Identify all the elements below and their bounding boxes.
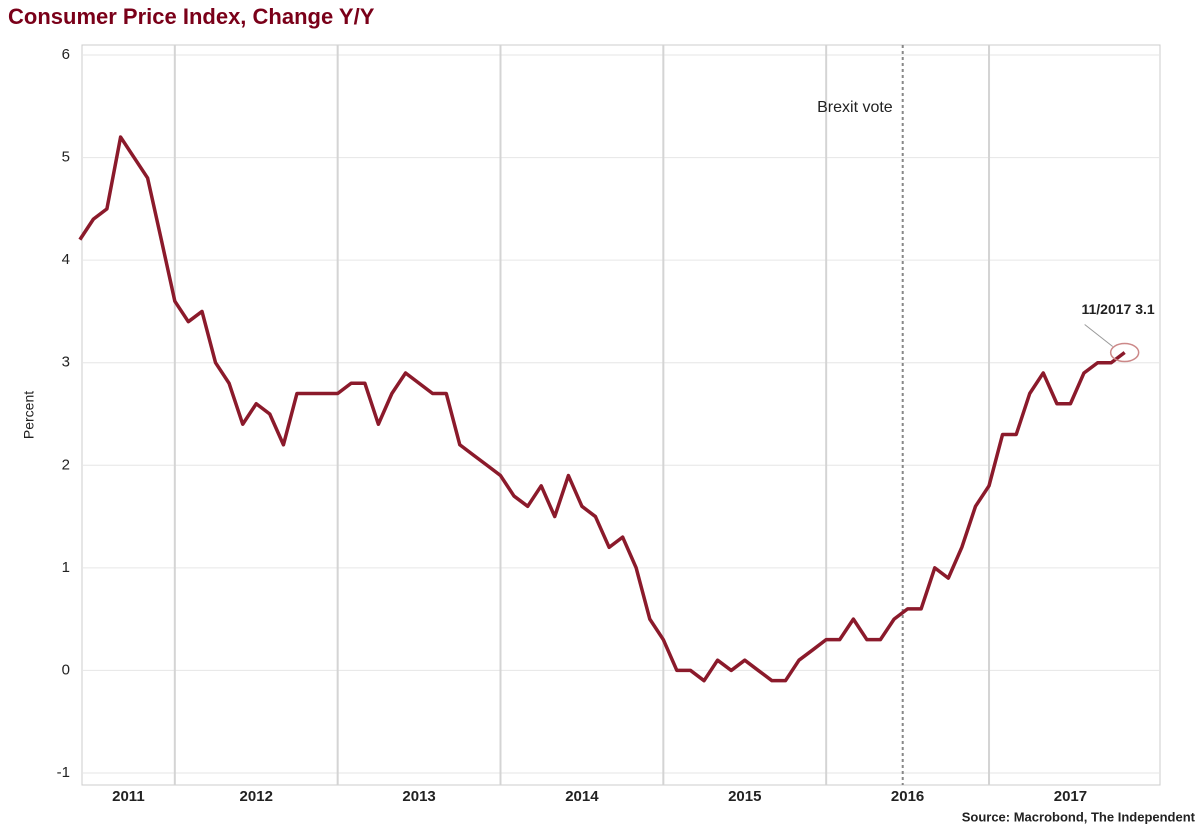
y-tick-label: 4 xyxy=(62,251,70,268)
source: Source: Macrobond, The Independent xyxy=(962,809,1196,824)
annotation: 11/2017 3.1 xyxy=(1081,301,1154,317)
plot-frame xyxy=(81,44,1161,786)
y-tick-label: -1 xyxy=(57,764,70,781)
x-tick-label: 2011 xyxy=(112,788,145,805)
y-tick-label: 1 xyxy=(62,559,70,576)
annotation: Brexit vote xyxy=(817,99,893,116)
y-tick-label: 2 xyxy=(62,456,70,473)
line-series xyxy=(78,135,1126,683)
y-tick-label: 5 xyxy=(62,149,70,166)
x-tick-label: 2014 xyxy=(565,788,599,805)
y-axis-label: Percent xyxy=(21,391,37,439)
callout-line xyxy=(1084,324,1113,347)
y-tick-label: 6 xyxy=(62,46,70,63)
x-tick-label: 2017 xyxy=(1054,788,1087,805)
chart-title: Consumer Price Index, Change Y/Y xyxy=(8,4,375,29)
y-tick-label: 3 xyxy=(62,354,70,371)
x-tick-label: 2012 xyxy=(240,788,273,805)
x-tick-label: 2015 xyxy=(728,788,761,805)
x-tick-label: 2013 xyxy=(402,788,435,805)
x-tick-label: 2016 xyxy=(891,788,924,805)
y-tick-label: 0 xyxy=(62,661,70,678)
callout-circle xyxy=(1109,342,1140,363)
